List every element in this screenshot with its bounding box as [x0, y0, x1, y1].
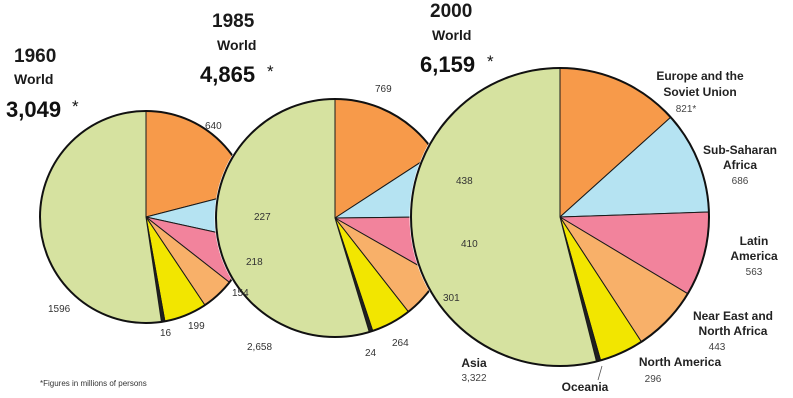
total-1960-asterisk: *	[72, 97, 79, 116]
legend-near-east-value: 443	[709, 342, 726, 353]
label-1960-europe: 640	[205, 121, 222, 132]
pies-layer	[38, 66, 711, 368]
legend-subsaharan-value: 686	[732, 176, 749, 187]
total-2000: 6,159	[420, 52, 475, 77]
world-label-2000: World	[432, 27, 471, 43]
footnote: *Figures in millions of persons	[40, 379, 147, 388]
label-1985-latin-america: 410	[461, 239, 478, 250]
label-1960-north-america: 199	[188, 321, 205, 332]
legend-europe-line2: Soviet Union	[663, 85, 736, 99]
label-1985-asia: 2,658	[247, 342, 272, 353]
label-1985-oceania: 24	[365, 348, 377, 359]
legend-near-east-line2: North Africa	[699, 324, 768, 338]
legend-asia: Asia	[461, 356, 487, 370]
year-2000: 2000	[430, 1, 472, 22]
legend-near-east-line1: Near East and	[693, 309, 773, 323]
header-1960: 1960 World 3,049 *	[6, 46, 79, 122]
label-1960-subsaharan: 227	[254, 212, 271, 223]
label-1960-oceania: 16	[160, 328, 172, 339]
label-1985-near-east: 301	[443, 293, 460, 304]
world-label-1960: World	[14, 71, 53, 87]
legend-latin-america-line1: Latin	[740, 234, 769, 248]
world-label-1985: World	[217, 37, 256, 53]
legend-subsaharan-line2: Africa	[723, 158, 757, 172]
total-1960: 3,049	[6, 97, 61, 122]
legend-oceania: Oceania	[562, 380, 609, 394]
oceania-leader-line	[597, 365, 603, 381]
pie-1960	[38, 109, 254, 325]
label-1960-asia: 1596	[48, 304, 71, 315]
legend-latin-america-line2: America	[730, 249, 778, 263]
header-1985: 1985 World 4,865 *	[200, 11, 274, 87]
legend-north-america-value: 296	[645, 374, 662, 385]
legend-north-america: North America	[639, 355, 722, 369]
legend-europe-line1: Europe and the	[656, 69, 744, 83]
year-1960: 1960	[14, 46, 56, 67]
label-1960-latin-america: 218	[246, 257, 263, 268]
legend-2000: Europe and the Soviet Union 821* Sub-Sah…	[461, 69, 778, 394]
labels-1960: 1596 640 227 218 154 199 16	[48, 121, 271, 339]
legend-asia-value: 3,322	[461, 373, 486, 384]
label-1985-europe: 769	[375, 84, 392, 95]
labels-1985: 2,658 769 438 410 301 264 24	[247, 84, 478, 359]
label-1960-near-east: 154	[232, 288, 249, 299]
year-1985: 1985	[212, 11, 255, 32]
pie-2000	[409, 66, 711, 368]
slice-1960-asia	[39, 110, 162, 324]
total-2000-asterisk: *	[487, 52, 494, 71]
total-1985: 4,865	[200, 62, 255, 87]
label-1985-north-america: 264	[392, 338, 409, 349]
legend-latin-america-value: 563	[746, 267, 763, 278]
header-2000: 2000 World 6,159 *	[420, 1, 494, 77]
pie-2000-outline	[410, 67, 710, 367]
label-1985-subsaharan: 438	[456, 176, 473, 187]
total-1985-asterisk: *	[267, 62, 274, 81]
legend-europe-value: 821*	[676, 104, 697, 115]
legend-subsaharan-line1: Sub-Saharan	[703, 143, 777, 157]
